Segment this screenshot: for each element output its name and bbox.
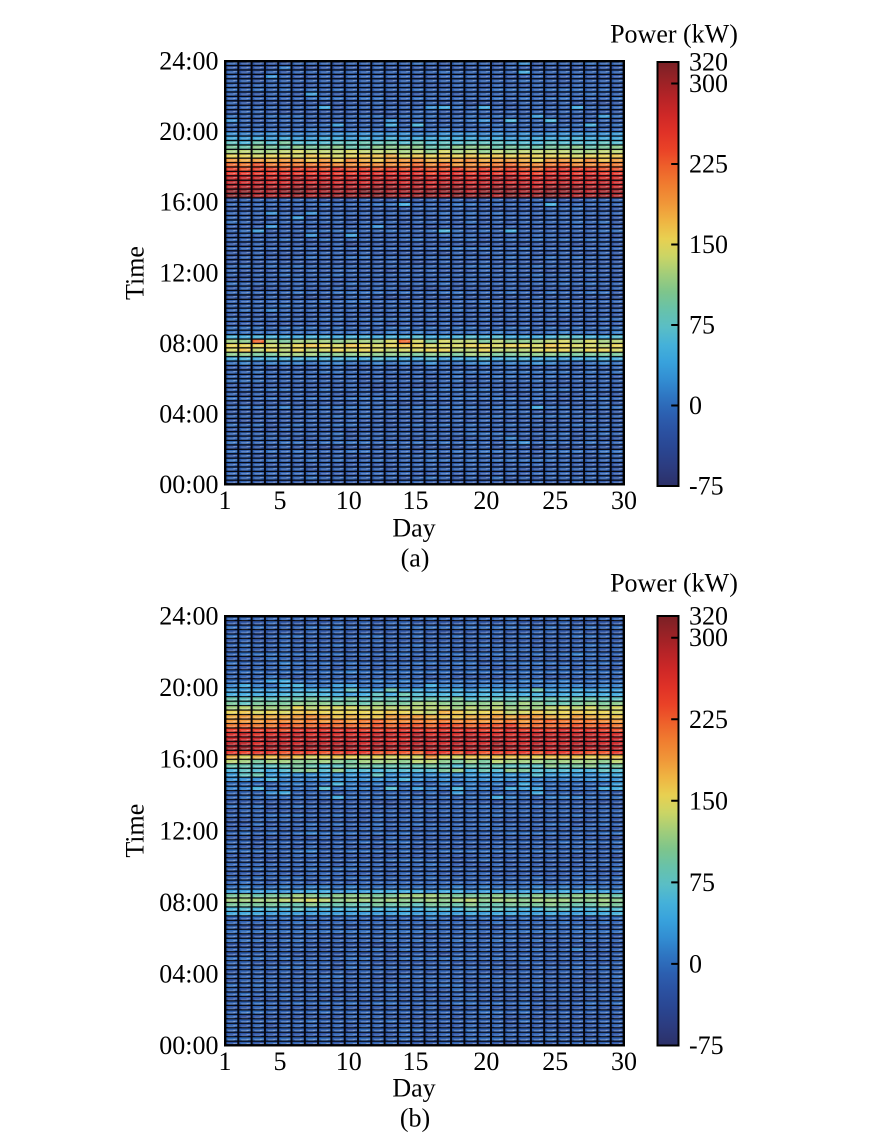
- svg-text:20: 20: [473, 1047, 499, 1076]
- svg-text:20:00: 20:00: [159, 673, 218, 702]
- svg-text:00:00: 00:00: [159, 1031, 218, 1060]
- svg-text:30: 30: [611, 486, 637, 515]
- svg-text:04:00: 04:00: [159, 399, 218, 428]
- svg-text:5: 5: [274, 486, 287, 515]
- svg-text:1: 1: [219, 1047, 232, 1076]
- svg-text:75: 75: [689, 868, 715, 897]
- svg-text:225: 225: [689, 705, 728, 734]
- svg-text:25: 25: [542, 486, 568, 515]
- svg-text:20: 20: [473, 486, 499, 515]
- svg-text:300: 300: [689, 623, 728, 652]
- svg-text:00:00: 00:00: [159, 470, 218, 499]
- svg-text:15: 15: [403, 1047, 429, 1076]
- svg-text:12:00: 12:00: [159, 816, 218, 845]
- svg-text:320: 320: [689, 48, 728, 77]
- svg-text:0: 0: [689, 391, 702, 420]
- svg-text:10: 10: [336, 486, 362, 515]
- svg-text:0: 0: [689, 949, 702, 978]
- svg-text:20:00: 20:00: [159, 117, 218, 146]
- svg-text:24:00: 24:00: [159, 47, 218, 76]
- svg-text:Time: Time: [121, 246, 150, 300]
- svg-text:(b): (b): [400, 1104, 430, 1133]
- svg-text:08:00: 08:00: [159, 888, 218, 917]
- svg-text:Power (kW): Power (kW): [610, 569, 738, 598]
- svg-text:225: 225: [689, 150, 728, 179]
- svg-text:16:00: 16:00: [159, 188, 218, 217]
- svg-text:75: 75: [689, 311, 715, 340]
- svg-text:15: 15: [403, 486, 429, 515]
- svg-text:30: 30: [611, 1047, 637, 1076]
- svg-text:24:00: 24:00: [159, 602, 218, 631]
- svg-text:Day: Day: [392, 1074, 435, 1103]
- svg-text:150: 150: [689, 786, 728, 815]
- svg-text:-75: -75: [689, 1031, 724, 1060]
- svg-text:5: 5: [274, 1047, 287, 1076]
- svg-text:04:00: 04:00: [159, 959, 218, 988]
- svg-text:16:00: 16:00: [159, 745, 218, 774]
- svg-text:1: 1: [219, 486, 232, 515]
- svg-text:Power (kW): Power (kW): [610, 20, 738, 49]
- svg-text:-75: -75: [689, 472, 724, 501]
- svg-text:Day: Day: [392, 514, 435, 543]
- svg-text:320: 320: [689, 602, 728, 631]
- svg-text:10: 10: [336, 1047, 362, 1076]
- svg-text:300: 300: [689, 69, 728, 98]
- svg-text:150: 150: [689, 230, 728, 259]
- svg-text:12:00: 12:00: [159, 258, 218, 287]
- svg-text:Time: Time: [121, 804, 150, 858]
- svg-text:25: 25: [542, 1047, 568, 1076]
- svg-text:(a): (a): [401, 544, 430, 573]
- svg-text:08:00: 08:00: [159, 329, 218, 358]
